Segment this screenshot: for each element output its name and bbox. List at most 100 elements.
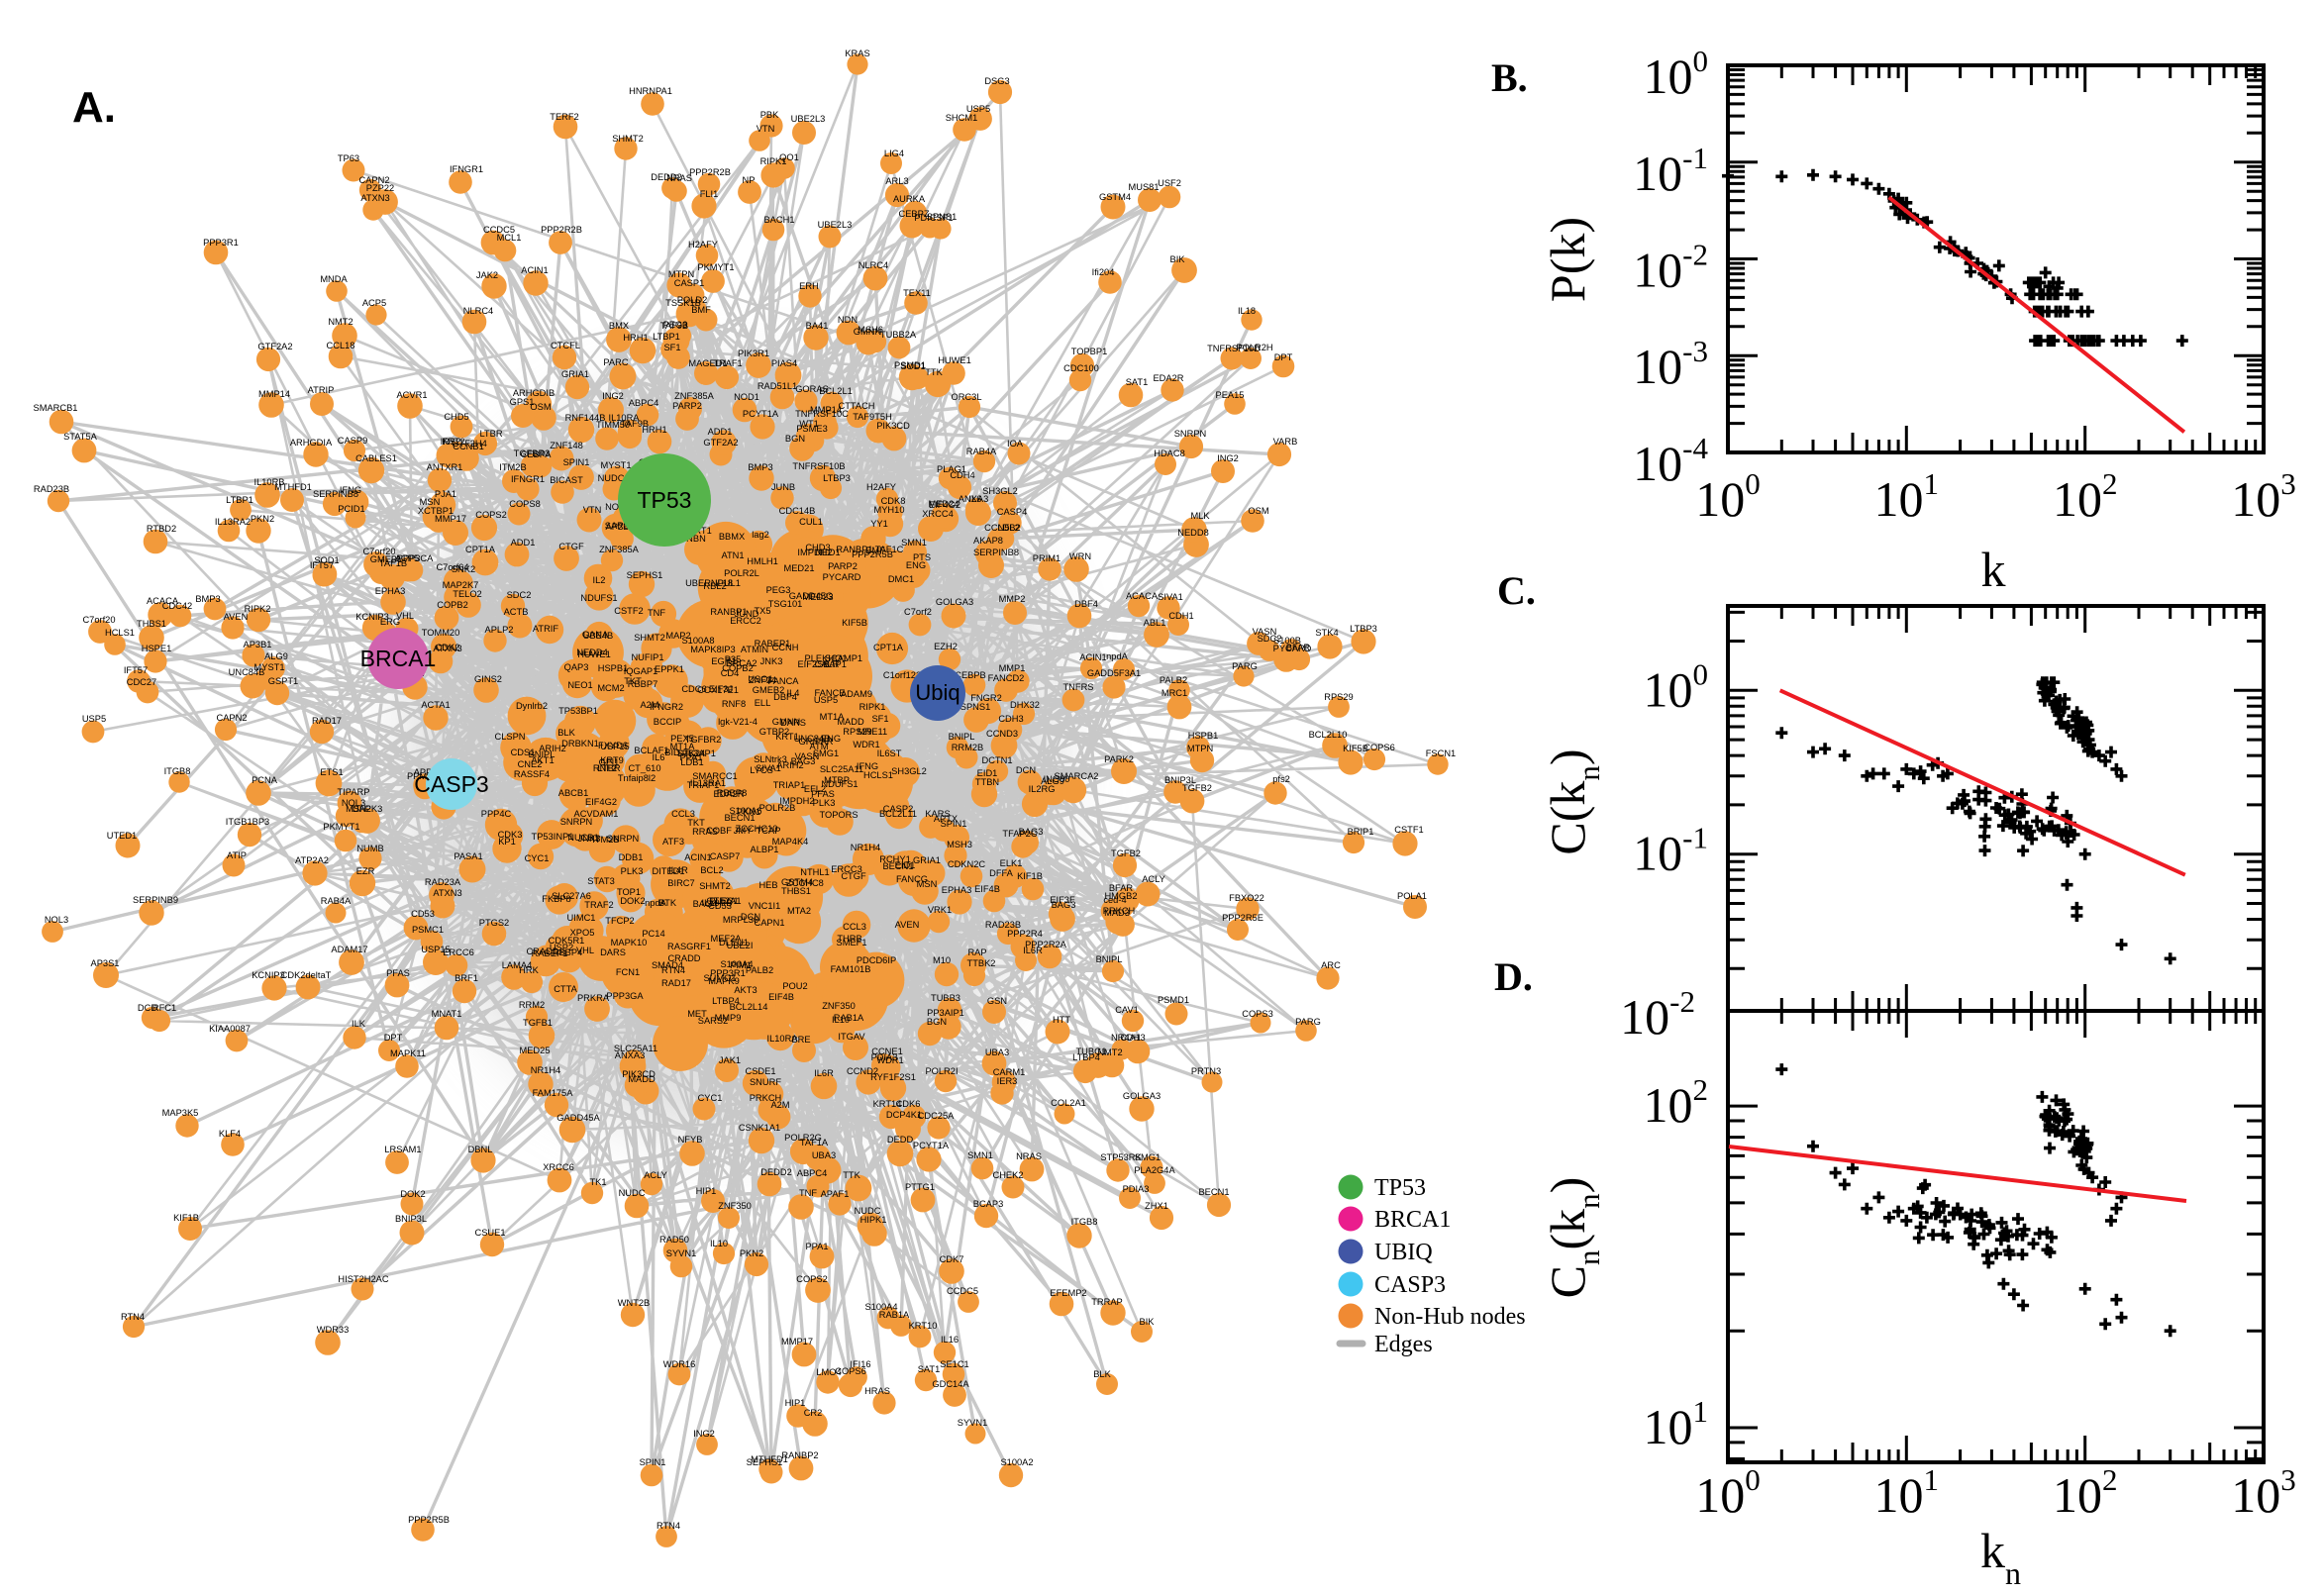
svg-text:HCLS1: HCLS1 [863,770,893,780]
svg-text:LYCS: LYCS [750,765,773,775]
svg-text:SNRPN: SNRPN [560,817,593,827]
svg-text:ZNF385A: ZNF385A [674,391,715,401]
svg-text:PDIA3: PDIA3 [871,1052,898,1062]
svg-text:IL2RG: IL2RG [1029,784,1056,794]
svg-text:RYF1F2S1: RYF1F2S1 [870,1072,916,1082]
svg-text:CCNE1: CCNE1 [871,1047,903,1056]
svg-text:COPS6: COPS6 [835,1366,866,1376]
svg-text:PDCD6IP: PDCD6IP [857,955,896,965]
svg-text:NDUFS1: NDUFS1 [821,779,858,789]
svg-text:ATP2A2: ATP2A2 [295,855,329,865]
svg-text:PALB2: PALB2 [1160,675,1187,685]
svg-text:TOPORS: TOPORS [819,810,858,820]
svg-text:LDB1: LDB1 [680,757,703,767]
svg-text:GOLGA3: GOLGA3 [936,597,973,607]
svg-text:SPNS1: SPNS1 [927,212,958,222]
svg-text:LTBP1: LTBP1 [653,332,680,342]
svg-text:ALG9: ALG9 [264,651,288,661]
svg-text:lag2: lag2 [752,530,769,540]
svg-text:RRAS: RRAS [692,827,718,837]
svg-text:SHMT2: SHMT2 [634,633,665,643]
svg-text:THRB: THRB [837,934,861,944]
svg-text:AP3B1: AP3B1 [244,640,272,649]
svg-text:CALR: CALR [815,659,840,669]
svg-text:BAG4: BAG4 [693,899,718,909]
svg-text:103: 103 [2231,466,2296,527]
svg-text:OSM: OSM [1248,506,1268,516]
svg-text:RCHY1: RCHY1 [879,854,911,864]
svg-text:VTN: VTN [757,124,775,134]
svg-text:CCNB1: CCNB1 [453,442,484,451]
svg-text:PCID1: PCID1 [338,504,364,514]
svg-text:SAT1: SAT1 [1126,377,1149,387]
svg-text:PYCARD: PYCARD [823,572,861,582]
svg-text:CCND2: CCND2 [847,1066,878,1076]
svg-text:S100A2: S100A2 [1000,1457,1033,1467]
svg-text:SH3GL2: SH3GL2 [982,486,1018,496]
svg-text:RTN4: RTN4 [656,1521,680,1531]
svg-text:COBF: COBF [706,826,732,836]
svg-text:DARS: DARS [600,948,626,957]
svg-text:S100A8: S100A8 [681,636,714,646]
svg-text:BRIP1: BRIP1 [1348,827,1374,837]
svg-text:ITGB8: ITGB8 [164,766,191,776]
svg-text:ZNF385A: ZNF385A [599,545,640,554]
svg-text:BTK: BTK [658,898,677,908]
svg-text:BMF: BMF [691,305,711,315]
svg-text:FBXO22: FBXO22 [1229,893,1264,903]
svg-text:MSH6: MSH6 [858,325,883,335]
svg-text:IL6ST: IL6ST [877,748,902,758]
svg-text:GOLGA3: GOLGA3 [1123,1091,1161,1101]
svg-text:CDC27: CDC27 [127,677,156,687]
svg-text:TTBN: TTBN [975,777,999,787]
svg-text:ARHGDIA: ARHGDIA [290,438,333,448]
svg-text:C1orf123: C1orf123 [883,670,921,680]
svg-text:NEDD8: NEDD8 [1177,528,1209,538]
svg-text:RAB4A: RAB4A [321,896,352,906]
svg-text:BCAP3: BCAP3 [973,1199,1004,1209]
svg-text:HIST2H2AC: HIST2H2AC [338,1274,388,1284]
svg-text:CTTACH: CTTACH [838,401,874,411]
svg-text:HRH1: HRH1 [623,333,648,343]
svg-text:SAT1: SAT1 [918,1364,941,1374]
svg-text:KP1: KP1 [498,837,516,847]
svg-text:CAV1: CAV1 [1115,1005,1139,1015]
svg-text:MED23: MED23 [802,592,833,602]
svg-text:FCN1: FCN1 [616,967,640,977]
svg-text:GSPT1: GSPT1 [268,676,298,686]
svg-text:TAF1A: TAF1A [800,1138,829,1147]
svg-text:UBIQ: UBIQ [1374,1240,1433,1265]
svg-text:PARG: PARG [1232,661,1258,671]
svg-text:ARL3: ARL3 [885,176,908,186]
svg-text:UBA3: UBA3 [985,1047,1009,1057]
svg-text:MED24: MED24 [928,499,959,509]
svg-text:DEDD2: DEDD2 [760,1167,792,1177]
svg-text:BGN: BGN [927,1017,947,1027]
svg-text:EZR: EZR [356,866,375,876]
svg-text:ACP5: ACP5 [362,298,386,308]
svg-text:ANXA3: ANXA3 [615,1050,646,1060]
svg-text:CAPN2: CAPN2 [358,175,389,185]
svg-text:NMT2: NMT2 [1097,1047,1122,1057]
svg-text:BCCIP: BCCIP [654,717,681,727]
svg-text:TIPARP: TIPARP [338,787,370,797]
svg-text:ACTA1: ACTA1 [421,700,450,710]
svg-text:RABEP1: RABEP1 [532,948,568,958]
svg-text:CD4: CD4 [721,668,740,678]
svg-text:CRADD: CRADD [526,947,558,956]
svg-text:ATIP: ATIP [227,850,247,860]
svg-text:PARG: PARG [1295,1017,1321,1027]
svg-text:CRADD: CRADD [667,953,700,963]
svg-text:PSMD1: PSMD1 [1158,995,1189,1005]
svg-text:IL16: IL16 [941,1335,959,1345]
svg-text:IL10RA: IL10RA [766,1034,798,1044]
svg-text:PJA1: PJA1 [435,489,456,499]
svg-text:BFAR: BFAR [1109,883,1134,893]
svg-text:PFAS: PFAS [386,968,410,978]
svg-text:PIAS4: PIAS4 [771,358,797,368]
svg-text:PPM1D: PPM1D [407,771,439,781]
svg-text:RANBP1: RANBP1 [836,545,872,554]
svg-text:UBE2L3: UBE2L3 [791,114,826,124]
svg-text:COPS8: COPS8 [509,499,541,509]
svg-text:MADD: MADD [837,717,864,727]
